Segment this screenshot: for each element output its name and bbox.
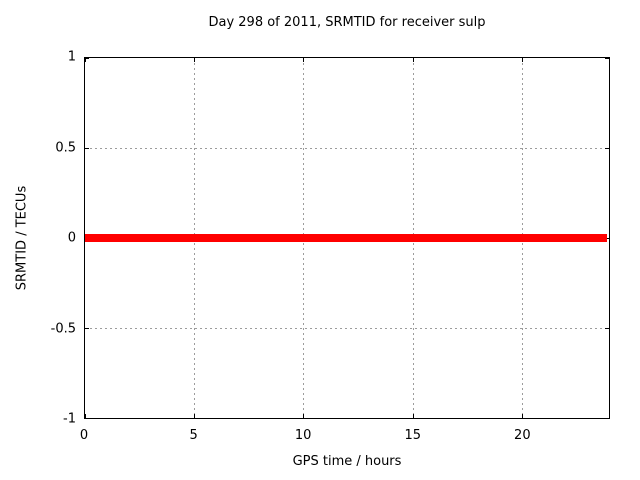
y-tick-label: 0.5: [55, 140, 76, 155]
x-tick-label: 10: [294, 428, 312, 443]
x-tick-mark: [521, 414, 523, 418]
y-tick-mark: [85, 418, 89, 419]
x-tick-label: 20: [514, 428, 531, 443]
y-tick-mark: [605, 148, 609, 149]
x-tick-mark: [85, 58, 86, 62]
x-tick-mark: [412, 414, 414, 418]
y-tick-label: 0: [67, 230, 76, 246]
y-tick-mark: [605, 58, 609, 59]
x-tick-mark: [85, 414, 86, 418]
x-tick-label: 5: [189, 428, 198, 443]
horizontal-gridline: [85, 148, 609, 149]
y-tick-mark: [605, 418, 609, 419]
plot-area: [84, 57, 610, 419]
x-tick-mark: [303, 58, 305, 62]
y-tick-mark: [85, 58, 89, 59]
y-tick-label: 1: [67, 49, 76, 65]
y-tick-mark: [605, 328, 609, 329]
data-series-line: [85, 234, 607, 242]
y-tick-mark: [85, 328, 89, 329]
y-tick-label: -1: [63, 411, 76, 427]
x-axis-tick-labels: 0 5 10 15 20: [80, 428, 610, 444]
x-axis-label: GPS time / hours: [292, 454, 402, 469]
chart-title: Day 298 of 2011, SRMTID for receiver sul…: [208, 15, 486, 30]
x-tick-mark: [521, 58, 523, 62]
x-tick-mark: [303, 414, 305, 418]
y-tick-label: -0.5: [50, 321, 76, 336]
x-tick-label: 0: [79, 428, 89, 443]
y-axis-tick-labels: 1 0.5 0 -0.5 -1: [0, 50, 80, 427]
horizontal-gridline: [85, 328, 609, 329]
x-tick-mark: [194, 414, 196, 418]
y-tick-mark: [605, 238, 609, 239]
x-tick-mark: [412, 58, 414, 62]
x-tick-label: 15: [404, 428, 422, 443]
y-tick-mark: [85, 148, 89, 149]
x-tick-mark: [194, 58, 196, 62]
